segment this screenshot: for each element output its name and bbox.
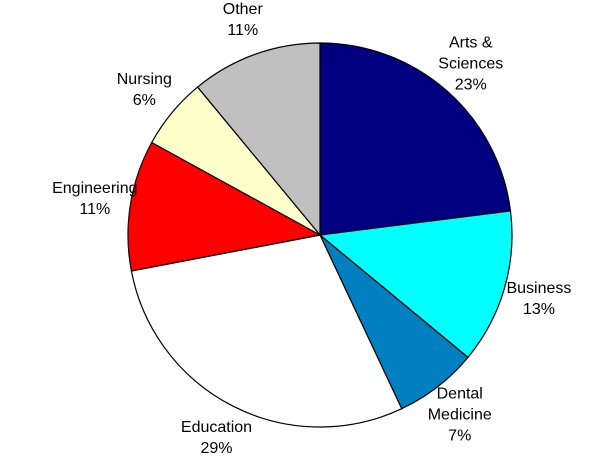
category-label: Arts & Sciences: [438, 34, 504, 73]
category-label: Dental Medicine: [427, 385, 492, 424]
category-label: Other: [222, 1, 263, 19]
pie-slice: [127, 141, 322, 272]
category-label: Education: [180, 419, 253, 437]
pie-slice: [196, 42, 321, 237]
value-label: 29%: [200, 440, 233, 458]
value-label: 11%: [227, 22, 259, 40]
slice-label: Education 29%: [156, 417, 276, 459]
slice-label: Arts & Sciences 23%: [411, 32, 531, 95]
value-label: 6%: [132, 91, 156, 109]
value-label: 7%: [448, 427, 472, 445]
category-label: Nursing: [116, 70, 172, 88]
slice-label: Engineering 11%: [35, 178, 155, 220]
pie-slice: [318, 210, 513, 359]
slice-label: Dental Medicine 7%: [400, 384, 520, 447]
slice-label: Business 13%: [479, 278, 599, 320]
pie-slice: [130, 234, 403, 428]
category-label: Business: [506, 279, 572, 297]
value-label: 13%: [522, 300, 555, 318]
pie-slice: [319, 42, 512, 236]
category-label: Engineering: [52, 180, 138, 198]
slice-label: Nursing 6%: [84, 69, 204, 111]
value-label: 23%: [454, 76, 487, 94]
value-label: 11%: [79, 201, 111, 219]
slice-label: Other 11%: [183, 0, 303, 41]
